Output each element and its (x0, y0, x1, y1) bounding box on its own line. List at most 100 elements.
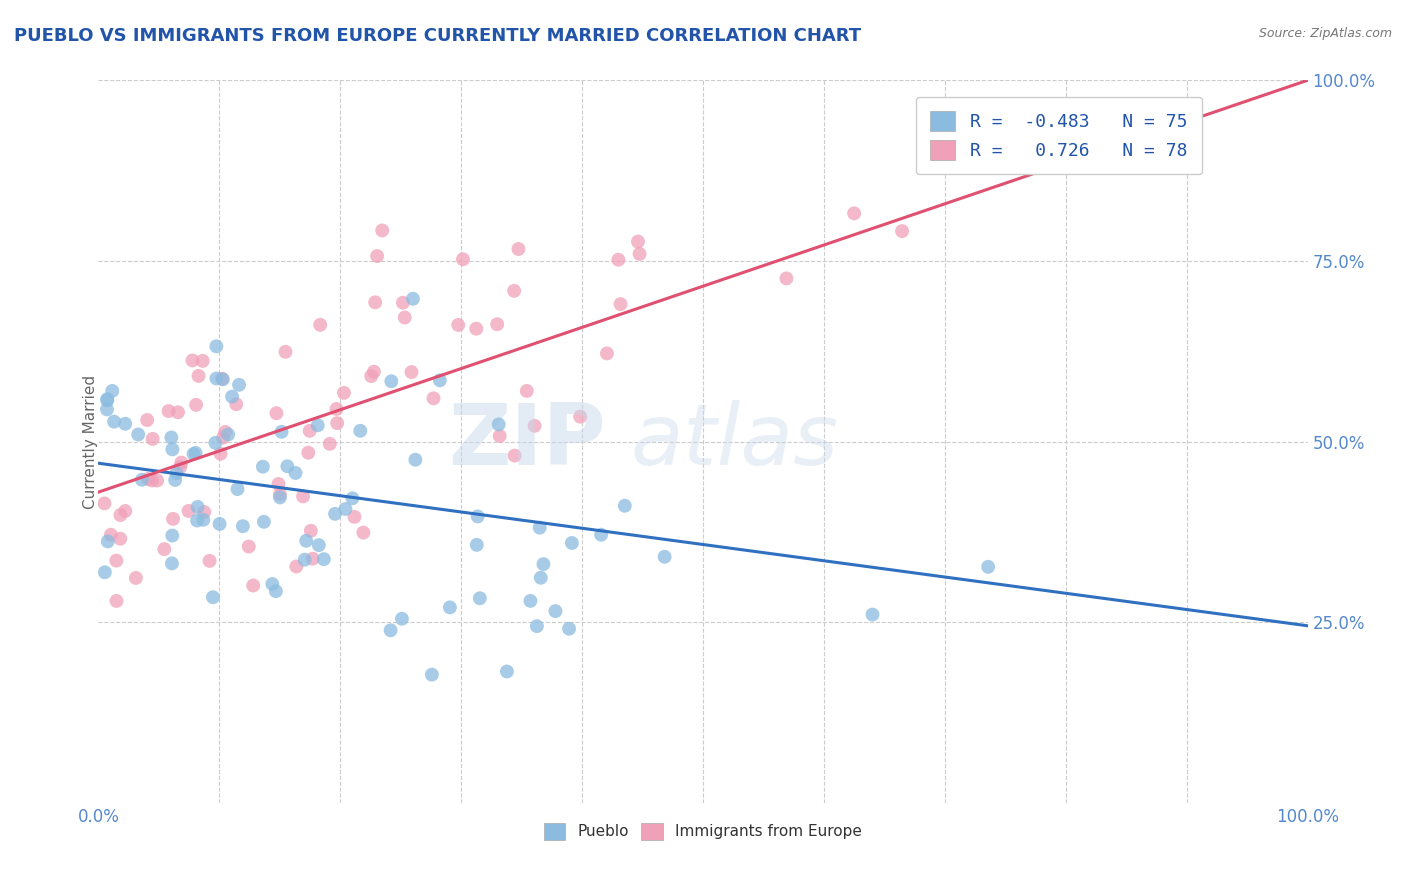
Point (561, 536, 583, 550)
Point (253, 515, 276, 529)
Point (114, 417, 136, 431)
Point (205, 339, 228, 353)
Point (209, 447, 232, 461)
Point (591, 527, 613, 541)
Point (508, 242, 530, 256)
Point (146, 474, 169, 488)
Point (136, 472, 159, 486)
Point (307, 418, 329, 433)
Point (177, 504, 200, 518)
Point (142, 432, 165, 446)
Point (165, 473, 187, 487)
Point (226, 482, 249, 496)
Point (402, 292, 425, 306)
Point (183, 447, 205, 461)
Point (596, 346, 619, 360)
Point (242, 578, 264, 592)
Point (523, 418, 546, 433)
Point (267, 477, 290, 491)
Point (105, 594, 128, 608)
Point (526, 619, 548, 633)
Point (468, 591, 491, 606)
Point (170, 456, 193, 470)
Text: Source: ZipAtlas.com: Source: ZipAtlas.com (1258, 27, 1392, 40)
Point (157, 404, 180, 418)
Point (467, 509, 489, 524)
Point (186, 514, 208, 528)
Point (391, 612, 413, 626)
Point (136, 413, 159, 427)
Point (295, 533, 318, 548)
Point (101, 384, 124, 398)
Point (654, 549, 676, 564)
Point (380, 374, 402, 388)
Point (429, 373, 451, 387)
Point (141, 474, 163, 488)
Point (217, 427, 239, 442)
Point (392, 295, 415, 310)
Point (325, 401, 347, 416)
Point (162, 442, 184, 457)
Point (93, 496, 115, 510)
Point (100, 528, 122, 542)
Point (162, 512, 184, 526)
Point (363, 365, 385, 379)
Point (221, 390, 243, 404)
Point (319, 437, 342, 451)
Point (262, 577, 284, 591)
Point (312, 552, 335, 566)
Point (201, 591, 224, 605)
Point (496, 665, 519, 679)
Point (105, 553, 128, 567)
Point (125, 571, 148, 585)
Point (862, 607, 884, 622)
Point (465, 322, 488, 336)
Point (165, 466, 187, 480)
Point (269, 491, 291, 505)
Point (284, 466, 307, 480)
Point (193, 505, 215, 519)
Point (270, 425, 292, 439)
Point (465, 538, 488, 552)
Point (366, 249, 388, 263)
Point (323, 507, 346, 521)
Point (153, 542, 176, 557)
Point (285, 559, 308, 574)
Point (308, 538, 330, 552)
Point (343, 509, 366, 524)
Point (298, 424, 321, 438)
Point (309, 318, 332, 332)
Point (333, 385, 356, 400)
Point (193, 513, 215, 527)
Point (184, 398, 207, 412)
Point (162, 528, 184, 542)
Point (342, 491, 364, 506)
Point (127, 427, 149, 442)
Point (977, 559, 1000, 574)
Point (488, 417, 510, 432)
Point (187, 368, 209, 383)
Point (364, 295, 387, 310)
Point (301, 551, 323, 566)
Text: PUEBLO VS IMMIGRANTS FROM EUROPE CURRENTLY MARRIED CORRELATION CHART: PUEBLO VS IMMIGRANTS FROM EUROPE CURRENT… (14, 27, 862, 45)
Point (131, 473, 153, 487)
Point (274, 344, 297, 359)
Point (264, 584, 287, 599)
Point (558, 622, 581, 636)
Point (181, 353, 204, 368)
Point (439, 600, 461, 615)
Point (96, 393, 118, 408)
Point (404, 452, 426, 467)
Point (252, 459, 274, 474)
Point (299, 524, 322, 538)
Point (401, 365, 423, 379)
Point (214, 425, 236, 439)
Point (352, 525, 374, 540)
Point (326, 416, 349, 430)
Point (266, 406, 288, 420)
Point (516, 384, 538, 398)
Point (187, 500, 209, 514)
Point (184, 446, 207, 460)
Point (360, 369, 382, 384)
Point (169, 460, 191, 475)
